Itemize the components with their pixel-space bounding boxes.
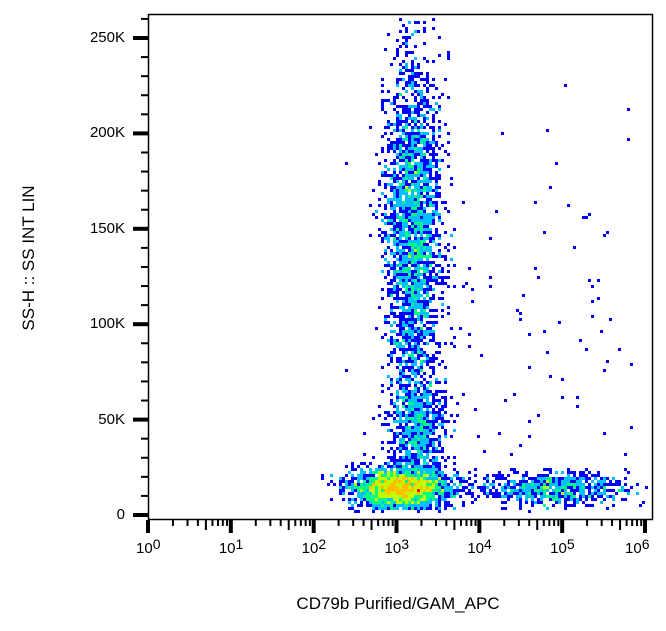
- x-tick-label: 100: [136, 536, 161, 557]
- plot-frame: [147, 13, 654, 521]
- x-axis-ticks: [146, 520, 647, 533]
- y-axis-title: SS-H :: SS INT LIN: [19, 185, 38, 331]
- y-tick-label: 100K: [89, 315, 125, 333]
- y-tick-label: 200K: [89, 124, 125, 142]
- y-axis-ticks: [133, 17, 148, 517]
- x-tick-label: 104: [467, 536, 492, 557]
- x-tick-label: 105: [550, 536, 575, 557]
- event-dots: [321, 18, 648, 513]
- x-tick-label: 102: [301, 536, 327, 557]
- x-tick-label: 106: [625, 536, 650, 557]
- y-tick-label: 150K: [89, 219, 125, 237]
- x-tick-label: 101: [218, 536, 244, 557]
- y-tick-label: 0: [116, 506, 125, 523]
- y-tick-label: 50K: [98, 410, 125, 428]
- x-tick-label: 103: [384, 536, 409, 557]
- x-axis-title: CD79b Purified/GAM_APC: [296, 594, 500, 613]
- y-tick-label: 250K: [89, 29, 125, 46]
